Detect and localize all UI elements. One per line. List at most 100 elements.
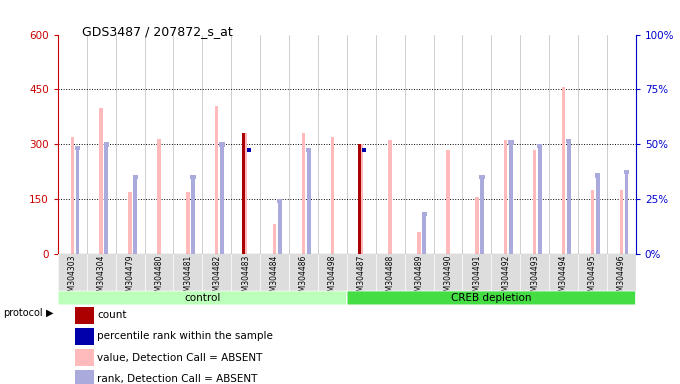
Bar	[446, 149, 449, 253]
Bar	[144, 253, 173, 291]
Bar	[538, 144, 542, 253]
Bar	[289, 253, 318, 291]
Bar	[318, 253, 347, 291]
Bar	[607, 253, 636, 291]
Bar	[306, 148, 311, 152]
Text: GDS3487 / 207872_s_at: GDS3487 / 207872_s_at	[82, 25, 233, 38]
Bar	[520, 253, 549, 291]
Bar	[330, 137, 334, 253]
Bar	[475, 197, 479, 253]
Text: GSM304482: GSM304482	[212, 255, 221, 301]
Bar	[302, 133, 305, 253]
Bar	[376, 253, 405, 291]
Text: GSM304486: GSM304486	[299, 255, 308, 301]
Bar	[418, 232, 421, 253]
Bar	[215, 106, 218, 253]
Bar	[347, 253, 376, 291]
Bar	[75, 349, 95, 366]
Bar	[157, 139, 160, 253]
Bar	[203, 253, 231, 291]
Text: GSM304487: GSM304487	[357, 255, 366, 301]
Text: protocol: protocol	[3, 308, 43, 318]
Bar	[220, 142, 224, 253]
Bar	[362, 148, 367, 152]
Bar	[191, 175, 195, 253]
Bar	[87, 253, 116, 291]
Bar	[58, 253, 87, 291]
Bar	[260, 253, 289, 291]
Bar	[625, 170, 628, 253]
Text: GSM304489: GSM304489	[415, 255, 424, 301]
Bar	[549, 253, 578, 291]
Bar	[562, 88, 565, 253]
Text: GSM304490: GSM304490	[443, 255, 452, 301]
Bar	[596, 173, 600, 253]
Bar	[247, 148, 251, 152]
Text: GSM304303: GSM304303	[68, 255, 77, 301]
Bar	[129, 192, 132, 253]
Bar	[278, 199, 282, 253]
Bar	[133, 175, 138, 179]
Bar	[422, 212, 426, 253]
Bar	[578, 253, 607, 291]
Bar	[358, 144, 360, 253]
Bar	[173, 253, 203, 291]
Text: GSM304479: GSM304479	[126, 255, 135, 301]
Bar	[509, 141, 513, 145]
Bar	[422, 212, 427, 216]
Bar	[537, 144, 543, 149]
Text: GSM304498: GSM304498	[328, 255, 337, 301]
Bar	[307, 148, 311, 253]
Text: GSM304483: GSM304483	[241, 255, 250, 301]
Text: GSM304495: GSM304495	[588, 255, 597, 301]
Bar	[509, 141, 513, 253]
Text: GSM304491: GSM304491	[473, 255, 481, 301]
Bar	[388, 141, 392, 253]
Bar	[99, 108, 103, 253]
Bar	[504, 141, 507, 253]
Bar	[595, 173, 600, 178]
Bar	[71, 137, 74, 253]
Text: GSM304494: GSM304494	[559, 255, 568, 301]
Text: GSM304493: GSM304493	[530, 255, 539, 301]
Text: count: count	[97, 310, 127, 320]
FancyBboxPatch shape	[347, 291, 636, 305]
Bar	[591, 190, 594, 253]
Bar	[492, 253, 520, 291]
Bar	[75, 146, 80, 150]
Text: percentile rank within the sample: percentile rank within the sample	[97, 331, 273, 341]
Text: GSM304492: GSM304492	[501, 255, 510, 301]
Bar	[434, 253, 462, 291]
Text: GSM304496: GSM304496	[617, 255, 626, 301]
Bar	[567, 139, 571, 253]
Bar	[104, 142, 109, 147]
Bar	[105, 142, 108, 253]
Bar	[242, 133, 245, 253]
Bar	[244, 133, 248, 253]
Text: rank, Detection Call = ABSENT: rank, Detection Call = ABSENT	[97, 374, 258, 384]
Text: GSM304484: GSM304484	[270, 255, 279, 301]
Text: GSM304304: GSM304304	[97, 255, 105, 301]
Bar	[75, 371, 95, 384]
Bar	[405, 253, 434, 291]
Text: GSM304481: GSM304481	[184, 255, 192, 301]
Bar	[480, 175, 484, 253]
Bar	[619, 190, 623, 253]
Bar	[190, 175, 196, 179]
Bar	[273, 224, 276, 253]
Bar	[231, 253, 260, 291]
Bar	[624, 170, 629, 174]
Bar	[462, 253, 492, 291]
Text: ▶: ▶	[46, 308, 54, 318]
Text: control: control	[184, 293, 220, 303]
FancyBboxPatch shape	[58, 291, 347, 305]
Bar	[566, 139, 571, 143]
Bar	[75, 307, 95, 324]
Text: value, Detection Call = ABSENT: value, Detection Call = ABSENT	[97, 353, 262, 362]
Bar	[186, 192, 190, 253]
Bar	[75, 328, 95, 345]
Bar	[277, 199, 282, 203]
Bar	[220, 142, 224, 147]
Text: GSM304480: GSM304480	[154, 255, 163, 301]
Bar	[75, 146, 80, 253]
